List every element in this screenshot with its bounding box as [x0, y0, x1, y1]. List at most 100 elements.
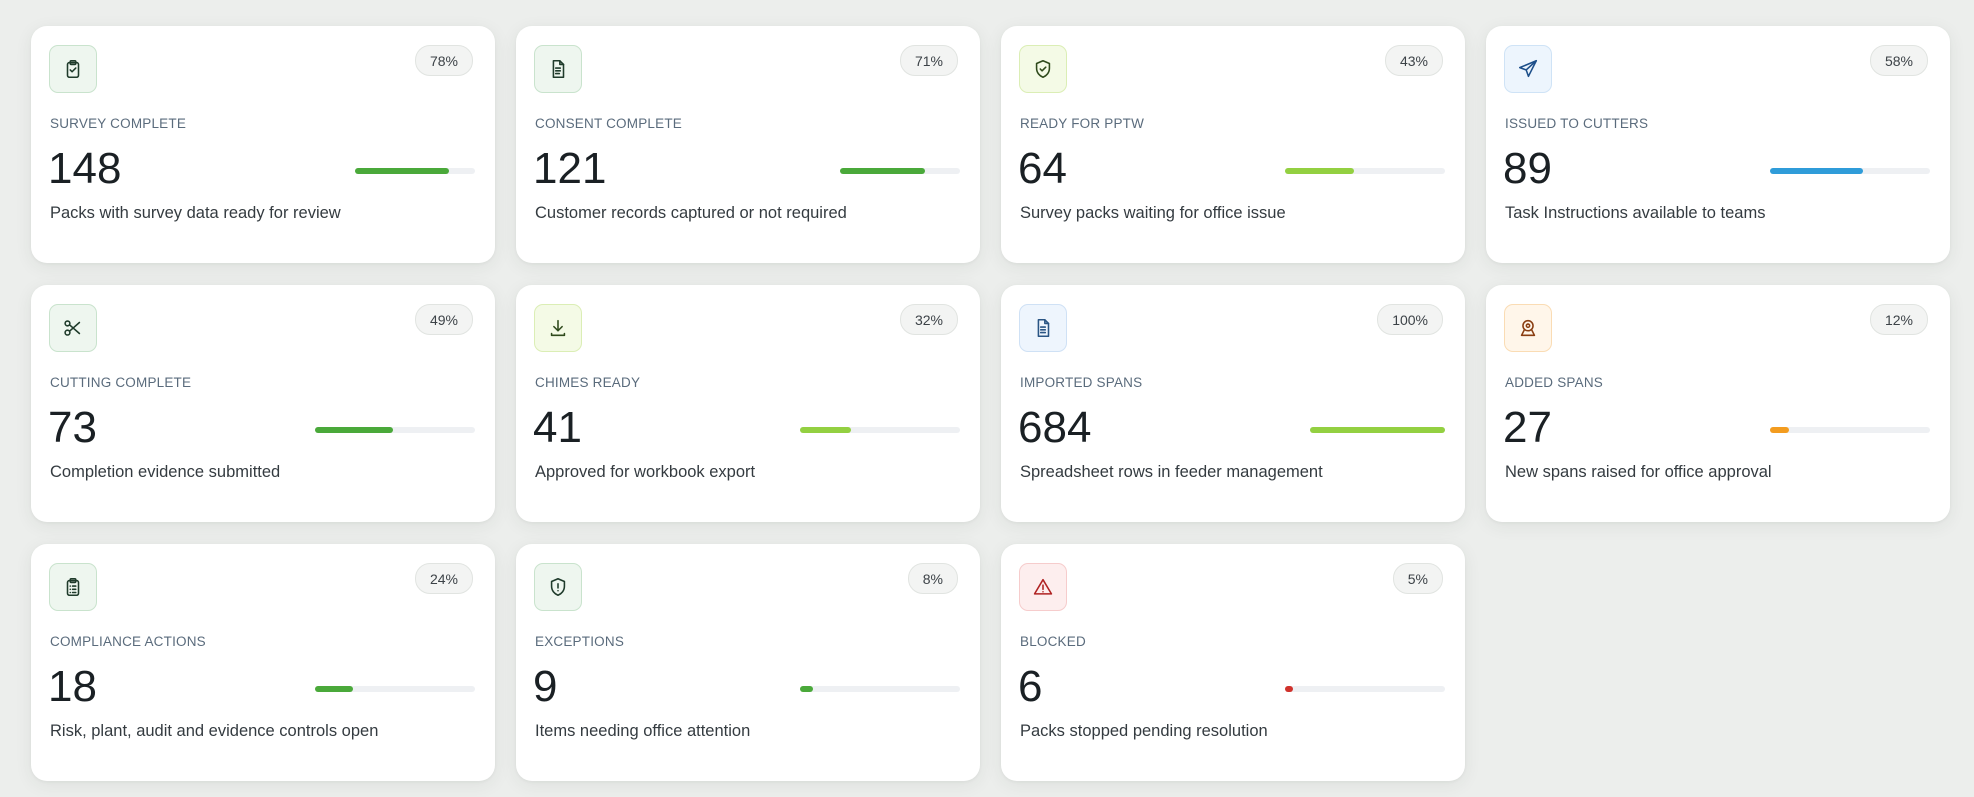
metric-label: Exceptions	[535, 634, 625, 649]
percent-badge: 100%	[1377, 304, 1443, 335]
percent-badge: 78%	[414, 45, 473, 76]
metric-label: Consent complete	[535, 116, 682, 131]
metric-value: 27	[1503, 403, 1552, 452]
metric-description: Packs with survey data ready for review	[50, 204, 341, 222]
percent-badge: 71%	[899, 45, 958, 76]
progress-track	[1770, 168, 1930, 174]
metric-card-issued-to-cutters[interactable]: 58% Issued to cutters 89 Task Instructio…	[1486, 26, 1950, 263]
metric-description: Items needing office attention	[535, 722, 751, 740]
card-icon-box	[534, 304, 582, 352]
metric-value: 41	[533, 403, 582, 452]
spreadsheet-icon	[1037, 318, 1050, 338]
metric-description: Completion evidence submitted	[50, 463, 281, 481]
progress-track	[800, 686, 960, 692]
metrics-grid: 78% Survey complete 148 Packs with surve…	[31, 26, 1950, 781]
progress-fill	[1310, 427, 1445, 433]
metric-card-blocked[interactable]: 5% Blocked 6 Packs stopped pending resol…	[1001, 544, 1465, 781]
metric-label: Survey complete	[50, 116, 187, 131]
metric-description: Approved for workbook export	[535, 463, 756, 481]
metric-label: Added spans	[1505, 375, 1603, 390]
metric-label: Imported spans	[1020, 375, 1143, 390]
metric-description: Risk, plant, audit and evidence controls…	[50, 722, 379, 740]
clipboard-list-icon	[66, 577, 80, 597]
progress-fill	[355, 168, 449, 174]
progress-fill	[315, 427, 394, 433]
metric-card-exceptions[interactable]: 8% Exceptions 9 Items needing office att…	[516, 544, 980, 781]
percent-badge: 5%	[1392, 563, 1443, 594]
progress-fill	[1770, 168, 1863, 174]
scissors-icon	[64, 320, 81, 336]
metric-card-imported-spans[interactable]: 100% Imported spans 684 Spreadsheet rows…	[1001, 285, 1465, 522]
progress-fill	[800, 686, 813, 692]
card-icon-box	[49, 304, 97, 352]
progress-track	[1285, 686, 1445, 692]
metric-label: Compliance actions	[50, 634, 206, 649]
progress-track	[355, 168, 475, 174]
percent-badge: 8%	[907, 563, 958, 594]
progress-fill	[1285, 686, 1293, 692]
metric-value: 148	[48, 144, 122, 193]
progress-track	[315, 686, 475, 692]
progress-track	[1310, 427, 1445, 433]
shield-alert-icon	[550, 577, 566, 597]
card-icon-box	[1019, 45, 1067, 93]
metric-label: Ready for PPTW	[1020, 116, 1145, 131]
map-pin-icon	[1520, 319, 1536, 337]
card-icon-box	[534, 45, 582, 93]
send-icon	[1518, 59, 1538, 78]
percent-badge: 49%	[414, 304, 473, 335]
metric-description: Customer records captured or not require…	[535, 204, 847, 222]
metric-card-added-spans[interactable]: 12% Added spans 27 New spans raised for …	[1486, 285, 1950, 522]
progress-track	[1770, 427, 1930, 433]
progress-fill	[800, 427, 852, 433]
metric-value: 89	[1503, 144, 1552, 193]
metric-description: Spreadsheet rows in feeder management	[1020, 463, 1323, 481]
progress-track	[840, 168, 960, 174]
metric-description: New spans raised for office approval	[1505, 463, 1772, 481]
clipboard-check-icon	[66, 59, 80, 79]
metric-description: Packs stopped pending resolution	[1020, 722, 1268, 740]
metric-card-compliance-actions[interactable]: 24% Compliance actions 18 Risk, plant, a…	[31, 544, 495, 781]
metric-label: Chimes ready	[535, 375, 641, 390]
card-icon-box	[1504, 304, 1552, 352]
metric-value: 64	[1018, 144, 1067, 193]
metric-value: 9	[533, 662, 558, 711]
card-icon-box	[1504, 45, 1552, 93]
metric-label: Blocked	[1020, 634, 1086, 649]
metric-card-chimes-ready[interactable]: 32% Chimes ready 41 Approved for workboo…	[516, 285, 980, 522]
card-icon-box	[49, 45, 97, 93]
progress-fill	[315, 686, 354, 692]
percent-badge: 43%	[1384, 45, 1443, 76]
progress-track	[800, 427, 960, 433]
metric-card-consent-complete[interactable]: 71% Consent complete 121 Customer record…	[516, 26, 980, 263]
progress-fill	[1770, 427, 1790, 433]
metric-card-ready-for-pptw[interactable]: 43% Ready for PPTW 64 Survey packs waiti…	[1001, 26, 1465, 263]
shield-check-icon	[1035, 59, 1051, 79]
download-icon	[550, 319, 566, 337]
percent-badge: 12%	[1869, 304, 1928, 335]
percent-badge: 24%	[414, 563, 473, 594]
percent-badge: 58%	[1869, 45, 1928, 76]
metric-description: Survey packs waiting for office issue	[1020, 204, 1286, 222]
warning-triangle-icon	[1033, 578, 1053, 595]
progress-fill	[1285, 168, 1354, 174]
metric-value: 6	[1018, 662, 1043, 711]
card-icon-box	[49, 563, 97, 611]
progress-fill	[840, 168, 926, 174]
metric-description: Task Instructions available to teams	[1505, 204, 1766, 222]
metric-card-cutting-complete[interactable]: 49% Cutting complete 73 Completion evide…	[31, 285, 495, 522]
document-icon	[552, 59, 565, 79]
metric-value: 18	[48, 662, 97, 711]
metric-value: 684	[1018, 403, 1092, 452]
metric-label: Cutting complete	[50, 375, 192, 390]
metric-value: 73	[48, 403, 97, 452]
progress-track	[1285, 168, 1445, 174]
metric-value: 121	[533, 144, 607, 193]
percent-badge: 32%	[899, 304, 958, 335]
card-icon-box	[534, 563, 582, 611]
progress-track	[315, 427, 475, 433]
card-icon-box	[1019, 304, 1067, 352]
metric-card-survey-complete[interactable]: 78% Survey complete 148 Packs with surve…	[31, 26, 495, 263]
metric-label: Issued to cutters	[1505, 116, 1649, 131]
card-icon-box	[1019, 563, 1067, 611]
